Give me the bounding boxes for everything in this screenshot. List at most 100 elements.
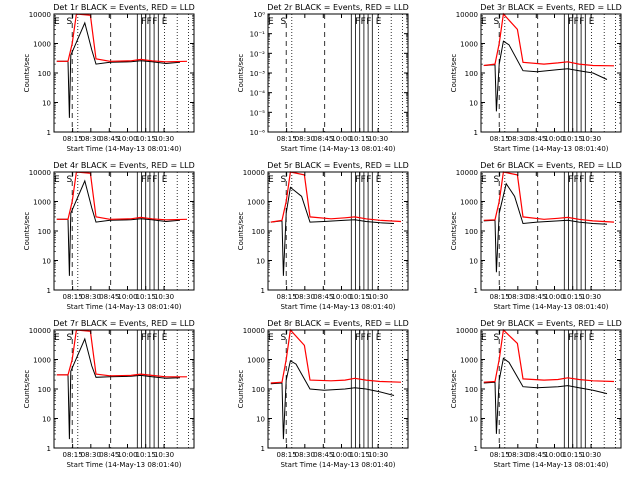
panel-title: Det 3r BLACK = Events, RED = LLD (480, 3, 622, 12)
marker-label: E (589, 333, 595, 343)
y-axis-label: Counts/sec (237, 370, 245, 409)
x-tick-label: 08:45 (526, 451, 546, 459)
x-tick-label: 08:45 (526, 135, 546, 143)
x-tick-label: 08:15 (277, 451, 297, 459)
x-axis-label: Start Time (14-May-13 08:01:40) (280, 145, 395, 153)
marker-label: E (481, 333, 487, 343)
marker-label: F (366, 17, 371, 27)
y-tick-label: 10 (469, 100, 478, 108)
y-tick-label: 10000 (243, 169, 265, 177)
y-tick-label: 10000 (456, 11, 478, 19)
axes-frame (53, 329, 195, 449)
x-tick-label: 08:45 (526, 293, 546, 301)
y-tick-label: 10⁻¹ (250, 31, 266, 39)
marker-label: E (481, 17, 487, 27)
x-tick-label: 08:15 (277, 135, 297, 143)
marker-label: F (579, 333, 584, 343)
x-tick-label: 10:30 (154, 135, 174, 143)
x-tick-label: 10:30 (154, 293, 174, 301)
y-tick-label: 10000 (29, 327, 51, 335)
x-tick-label: 10:15 (563, 293, 583, 301)
y-tick-label: 10⁻⁶ (250, 129, 266, 137)
x-tick-label: 08:45 (313, 135, 333, 143)
y-tick-label: 100 (465, 70, 478, 78)
lld-series (270, 328, 402, 384)
marker-label: S (494, 333, 500, 343)
panel-title: Det 7r BLACK = Events, RED = LLD (53, 319, 195, 328)
x-tick-label: 10:30 (581, 135, 601, 143)
y-tick-label: 100 (465, 228, 478, 236)
marker-label: E (376, 333, 382, 343)
x-tick-label: 10:30 (581, 451, 601, 459)
y-tick-label: 10 (469, 416, 478, 424)
marker-label: E (162, 333, 168, 343)
x-tick-label: 08:45 (313, 293, 333, 301)
y-axis-label: Counts/sec (450, 54, 458, 93)
y-tick-label: 1000 (247, 199, 265, 207)
y-axis-label: Counts/sec (450, 370, 458, 409)
y-tick-label: 1 (261, 445, 265, 453)
y-tick-label: 100 (252, 386, 265, 394)
x-tick-label: 08:30 (295, 135, 315, 143)
y-tick-label: 10⁻² (250, 50, 266, 58)
x-tick-label: 10:00 (117, 451, 137, 459)
marker-label: E (481, 175, 487, 185)
y-tick-label: 10000 (456, 327, 478, 335)
x-tick-label: 08:45 (99, 135, 119, 143)
marker-label: E (54, 333, 60, 343)
x-tick-label: 08:15 (63, 293, 83, 301)
marker-label: S (494, 175, 500, 185)
marker-label: F (141, 333, 146, 343)
axes-frame (267, 13, 409, 133)
events-series (483, 40, 608, 112)
panel-title: Det 1r BLACK = Events, RED = LLD (53, 3, 195, 12)
events-series (56, 337, 181, 440)
y-tick-label: 1000 (33, 199, 51, 207)
events-series (483, 357, 608, 434)
x-tick-label: 08:30 (508, 293, 528, 301)
marker-label: E (376, 175, 382, 185)
marker-label: F (361, 175, 366, 185)
marker-label: F (579, 175, 584, 185)
x-tick-label: 10:00 (544, 451, 564, 459)
events-series (270, 360, 395, 440)
x-tick-label: 08:45 (99, 293, 119, 301)
lld-series (270, 171, 402, 223)
y-tick-label: 1000 (247, 357, 265, 365)
y-tick-label: 10000 (243, 327, 265, 335)
x-tick-label: 10:00 (331, 135, 351, 143)
x-axis-label: Start Time (14-May-13 08:01:40) (493, 461, 608, 469)
marker-label: F (152, 17, 157, 27)
y-tick-label: 10000 (29, 11, 51, 19)
marker-label: F (568, 17, 573, 27)
y-axis-label: Counts/sec (23, 370, 31, 409)
y-tick-label: 10⁻⁴ (250, 90, 266, 98)
y-tick-label: 10 (42, 100, 51, 108)
marker-label: S (67, 333, 73, 343)
y-tick-label: 1 (474, 129, 478, 137)
marker-label: S (67, 17, 73, 27)
y-tick-label: 1 (474, 445, 478, 453)
y-axis-label: Counts/sec (237, 212, 245, 251)
marker-label: F (152, 175, 157, 185)
x-tick-label: 10:15 (350, 451, 370, 459)
lld-series (56, 13, 188, 63)
x-axis-label: Start Time (14-May-13 08:01:40) (66, 461, 181, 469)
lld-series (483, 12, 615, 67)
marker-label: F (147, 17, 152, 27)
x-tick-label: 08:30 (295, 451, 315, 459)
marker-label: F (355, 17, 360, 27)
x-tick-label: 10:00 (331, 451, 351, 459)
x-tick-label: 10:00 (544, 135, 564, 143)
y-tick-label: 10 (42, 258, 51, 266)
y-tick-label: 100 (38, 70, 51, 78)
marker-label: F (361, 17, 366, 27)
marker-label: S (281, 175, 287, 185)
events-series (270, 186, 395, 276)
marker-label: F (147, 333, 152, 343)
marker-label: F (574, 17, 579, 27)
